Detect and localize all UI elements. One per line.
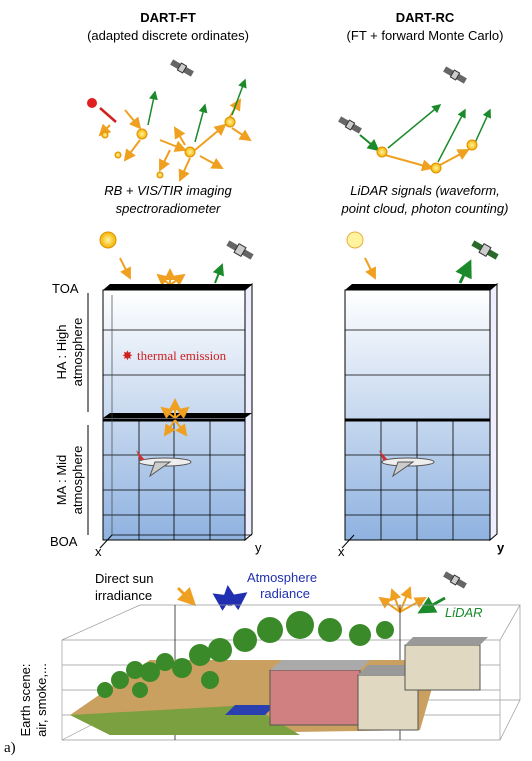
atmosphere-box	[341, 282, 498, 549]
arrow	[455, 259, 472, 284]
boa-label: BOA	[50, 534, 78, 549]
subtitle: (adapted discrete ordinates)	[87, 28, 249, 43]
airplane	[379, 450, 435, 478]
satellite	[338, 116, 362, 134]
panel-tag: a)	[4, 740, 16, 756]
arrow	[212, 263, 224, 284]
ma-rays	[160, 398, 190, 437]
arrow	[364, 257, 376, 280]
lidar-rays	[359, 104, 491, 172]
y-axis: y	[255, 540, 262, 555]
arrow	[176, 586, 197, 607]
thermal-label: thermal emission	[137, 348, 227, 363]
sun-label: Direct sun	[95, 571, 154, 586]
satellite	[170, 59, 194, 77]
ma-label: atmosphere	[70, 446, 85, 515]
caption: LiDAR signals (waveform,	[350, 183, 500, 198]
x-axis: x	[338, 544, 345, 559]
toa-rays	[156, 268, 186, 287]
scatter-sketch	[98, 98, 252, 182]
earth-label: air, smoke,...	[34, 663, 49, 737]
caption: point cloud, photon counting)	[341, 201, 509, 216]
satellite	[226, 240, 254, 260]
toa-label: TOA	[52, 281, 79, 296]
scatter-points	[101, 116, 236, 179]
caption: RB + VIS/TIR imaging	[104, 183, 232, 198]
arrow	[99, 107, 117, 123]
pool	[225, 705, 275, 715]
caption: spectroradiometer	[116, 201, 221, 216]
scene-rays	[378, 586, 427, 613]
buildings	[269, 637, 488, 731]
star: ✸	[122, 348, 133, 363]
y-axis: y	[497, 540, 505, 555]
atmo-rays	[212, 585, 248, 611]
thermal-source	[87, 98, 97, 108]
satellite	[471, 240, 499, 260]
subtitle: (FT + forward Monte Carlo)	[347, 28, 504, 43]
atmo-label: radiance	[260, 586, 310, 601]
green-rays	[147, 78, 247, 143]
earth-label: Earth scene:	[18, 664, 33, 737]
title: DART-FT	[140, 10, 196, 25]
sun	[99, 231, 117, 249]
trees	[97, 611, 394, 698]
satellite	[443, 66, 467, 84]
ma-label: MA : Mid	[54, 455, 69, 506]
satellite	[443, 571, 467, 589]
airplane	[136, 450, 192, 478]
atmo-label: Atmosphere	[247, 570, 317, 585]
arrow	[119, 257, 131, 280]
sun-label: irradiance	[95, 588, 152, 603]
ha-label: HA : High	[54, 325, 69, 380]
sun	[346, 231, 364, 249]
ha-label: atmosphere	[70, 318, 85, 387]
x-axis: x	[95, 544, 102, 559]
lidar-label: LiDAR	[445, 605, 483, 620]
title: DART-RC	[396, 10, 455, 25]
